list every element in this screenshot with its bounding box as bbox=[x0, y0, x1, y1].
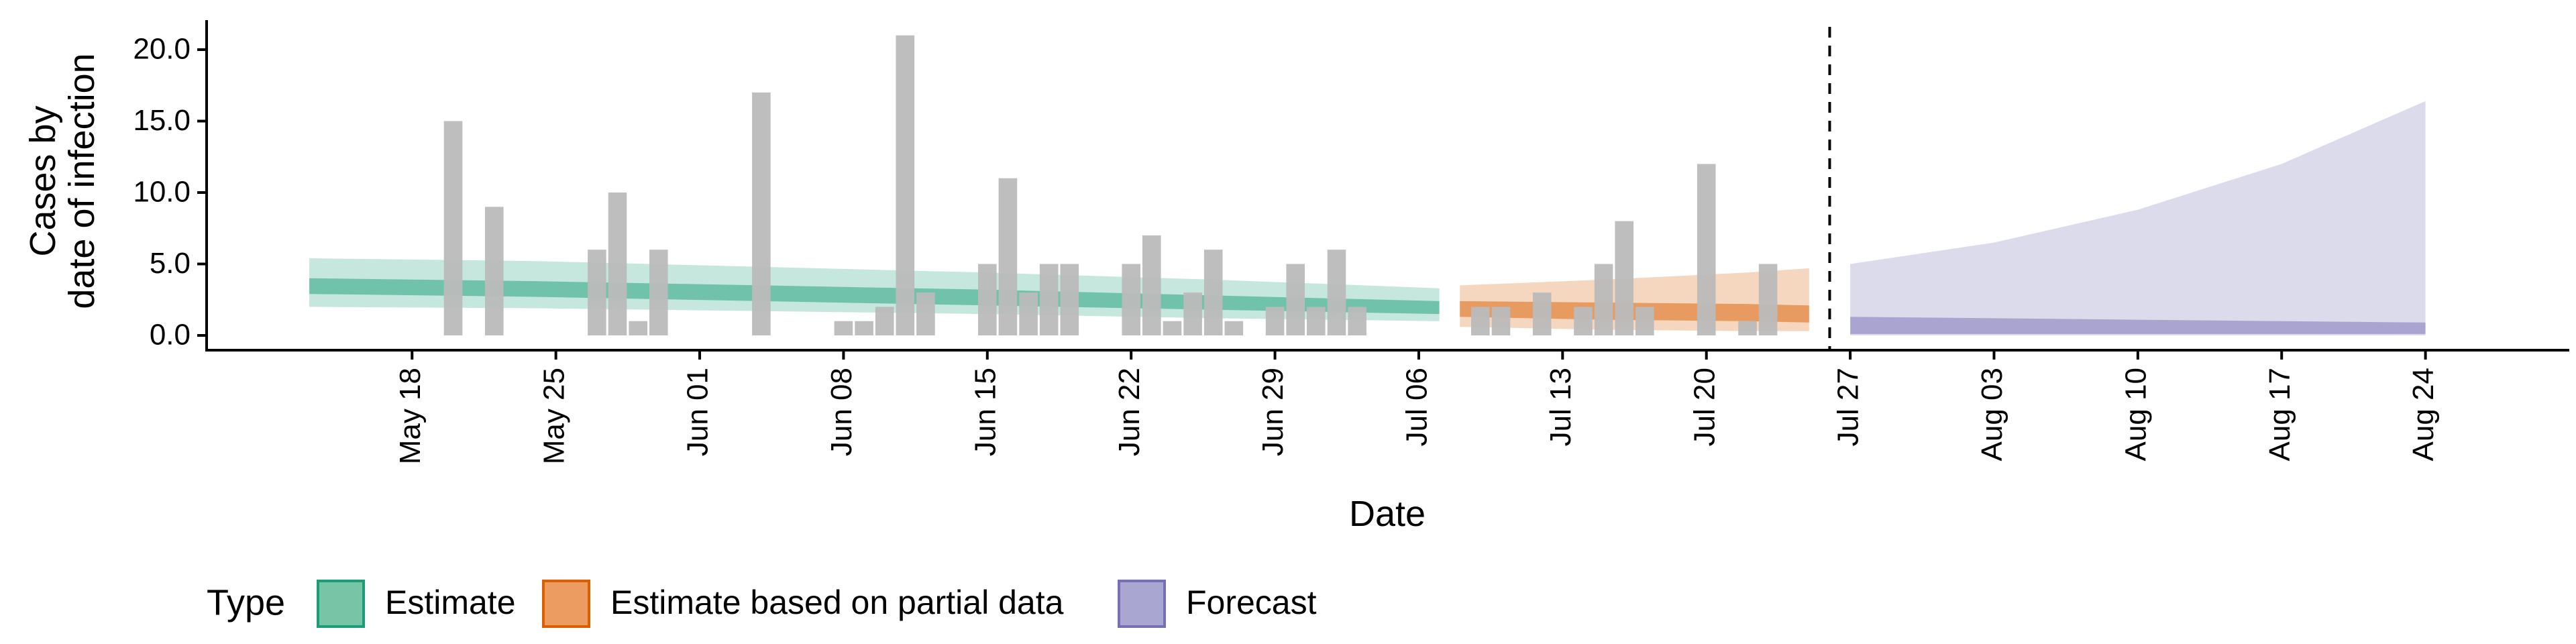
case-bar bbox=[1635, 307, 1654, 335]
case-bar bbox=[443, 121, 463, 335]
x-tick-label: May 18 bbox=[394, 368, 427, 464]
y-tick-label: 10.0 bbox=[133, 176, 191, 209]
x-tick-label: Aug 03 bbox=[1976, 368, 2008, 461]
x-tick-label: Jun 08 bbox=[825, 368, 858, 456]
x-tick-label: Aug 17 bbox=[2263, 368, 2296, 461]
x-tick-label: Jun 15 bbox=[969, 368, 1002, 456]
case-bar bbox=[1471, 307, 1490, 335]
x-tick-label: May 25 bbox=[537, 368, 570, 464]
case-bar bbox=[1060, 264, 1079, 335]
case-bar bbox=[1203, 250, 1223, 335]
legend-swatch-estimate bbox=[317, 580, 365, 628]
case-bar bbox=[896, 35, 915, 335]
case-bar bbox=[588, 250, 606, 335]
case-bar bbox=[1348, 307, 1366, 335]
legend-label-estimate: Estimate bbox=[385, 584, 516, 621]
y-tick-label: 0.0 bbox=[150, 319, 191, 352]
x-tick-label: Aug 10 bbox=[2119, 368, 2152, 461]
legend-swatch-partial-estimate bbox=[542, 580, 590, 628]
case-bar bbox=[649, 250, 668, 335]
x-axis-title: Date bbox=[1349, 494, 1426, 534]
case-bar bbox=[1697, 164, 1716, 335]
case-bar bbox=[1224, 321, 1244, 335]
case-bar bbox=[1286, 264, 1305, 335]
case-bar bbox=[978, 264, 997, 335]
x-tick-label: Jul 20 bbox=[1688, 368, 1721, 446]
case-bar bbox=[752, 92, 771, 335]
legend: Type Estimate Estimate based on partial … bbox=[207, 580, 1317, 628]
case-bar bbox=[1163, 321, 1182, 335]
x-tick-label: Jul 27 bbox=[1832, 368, 1865, 446]
forecast-outer-band bbox=[1850, 101, 2426, 335]
legend-title: Type bbox=[207, 582, 285, 623]
case-bar bbox=[998, 178, 1018, 335]
case-bar bbox=[834, 321, 853, 335]
y-tick-label: 20.0 bbox=[133, 33, 191, 66]
case-bar bbox=[1142, 235, 1161, 335]
y-tick-label: 15.0 bbox=[133, 104, 191, 137]
x-tick-label: Aug 24 bbox=[2407, 368, 2440, 461]
x-tick-label: Jun 22 bbox=[1113, 368, 1146, 456]
case-bar bbox=[629, 321, 647, 335]
case-bar bbox=[916, 292, 935, 335]
case-bar bbox=[855, 321, 873, 335]
legend-swatch-forecast bbox=[1118, 580, 1166, 628]
case-bar bbox=[1327, 250, 1346, 335]
x-tick-label: Jul 06 bbox=[1401, 368, 1434, 446]
y-axis-title-line2: date of infection bbox=[62, 53, 102, 309]
x-tick-label: Jun 01 bbox=[682, 368, 714, 456]
x-tick-label: Jun 29 bbox=[1256, 368, 1289, 456]
x-ticks: May 18 May 25 Jun 01 Jun 08 Jun 15 Jun 22 Jun … bbox=[394, 350, 2440, 464]
case-bar bbox=[1039, 264, 1059, 335]
case-bar bbox=[1265, 307, 1285, 335]
legend-label-partial-estimate: Estimate based on partial data bbox=[610, 584, 1064, 621]
case-bar bbox=[1307, 307, 1326, 335]
axes bbox=[205, 20, 2569, 352]
case-bar bbox=[1491, 307, 1511, 335]
case-bar bbox=[1738, 321, 1757, 335]
case-bar bbox=[1615, 221, 1633, 335]
y-tick-label: 5.0 bbox=[150, 247, 191, 280]
case-bar bbox=[485, 207, 504, 335]
case-bar bbox=[1758, 264, 1778, 335]
x-tick-label: Jul 13 bbox=[1544, 368, 1577, 446]
case-bar bbox=[1183, 292, 1202, 335]
case-bar bbox=[1594, 264, 1613, 335]
y-ticks: 0.0 5.0 10.0 15.0 20.0 bbox=[133, 33, 207, 352]
case-bar bbox=[1574, 307, 1593, 335]
case-bar bbox=[1122, 264, 1140, 335]
case-bar bbox=[1019, 292, 1038, 335]
case-bar bbox=[1532, 292, 1552, 335]
case-bar bbox=[875, 307, 894, 335]
legend-label-forecast: Forecast bbox=[1186, 584, 1317, 621]
forecast-inner-band bbox=[1850, 317, 2426, 334]
case-bars bbox=[443, 35, 1778, 335]
case-bar bbox=[608, 193, 627, 335]
y-axis-title-line1: Cases by bbox=[23, 105, 63, 256]
